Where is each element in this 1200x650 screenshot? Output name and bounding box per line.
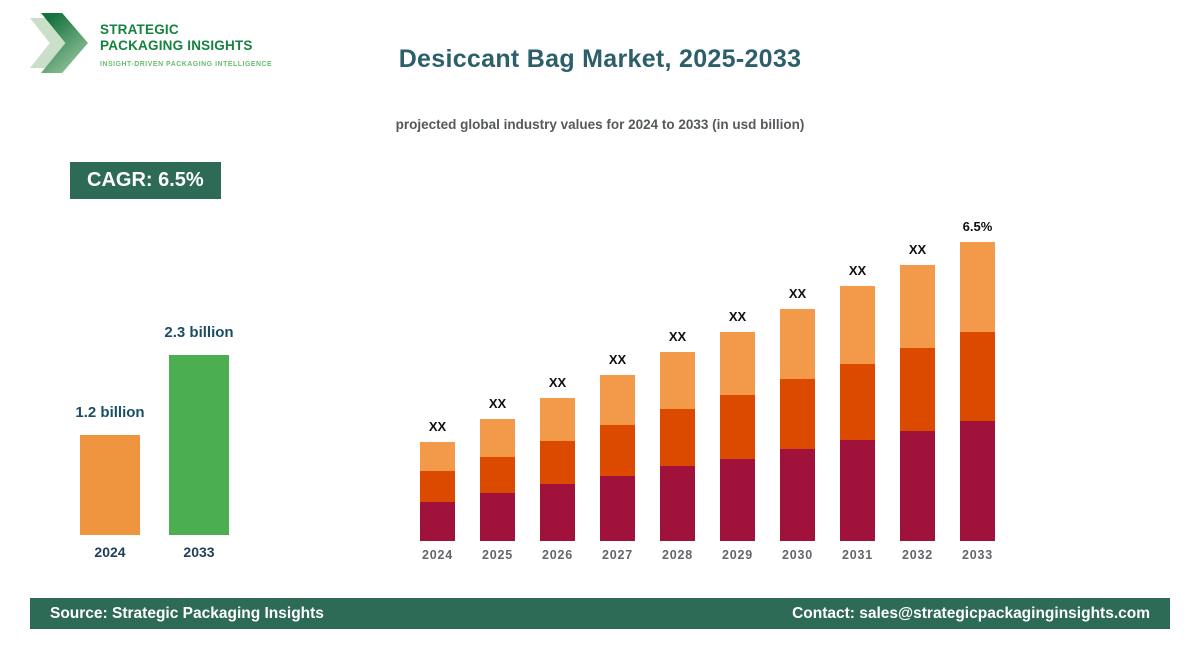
segment-top-2026 xyxy=(540,398,575,441)
segment-top-2029 xyxy=(720,332,755,395)
logo-line1: STRATEGIC xyxy=(100,22,179,37)
segment-bottom-2029 xyxy=(720,459,755,541)
segment-bottom-2030 xyxy=(780,449,815,541)
segment-bottom-2033 xyxy=(960,421,995,541)
summary-bar-group-2024: 1.2 billion 2024 xyxy=(75,404,144,560)
segment-bottom-2028 xyxy=(660,466,695,541)
segment-top-2024 xyxy=(420,442,455,471)
segment-middle-2029 xyxy=(720,395,755,459)
stacked-bar-2030 xyxy=(780,309,815,541)
segment-bottom-2024 xyxy=(420,502,455,541)
segment-middle-2024 xyxy=(420,471,455,502)
summary-bar-2033 xyxy=(169,355,229,535)
stacked-bar-label-2024: XX xyxy=(428,419,447,434)
segment-top-2031 xyxy=(840,286,875,364)
stacked-bar-2029 xyxy=(720,332,755,541)
stacked-year-label-2031: 2031 xyxy=(841,548,873,562)
stacked-bar-label-2032: XX xyxy=(908,242,927,257)
stacked-year-label-2033: 2033 xyxy=(961,548,993,562)
stacked-bar-label-2033: 6.5% xyxy=(962,219,993,234)
segment-bottom-2027 xyxy=(600,476,635,541)
segment-middle-2026 xyxy=(540,441,575,484)
stacked-bar-label-2028: XX xyxy=(668,329,687,344)
stacked-year-label-2030: 2030 xyxy=(781,548,813,562)
stacked-bar-label-2031: XX xyxy=(848,263,867,278)
segment-bottom-2031 xyxy=(840,440,875,541)
stacked-bar-label-2026: XX xyxy=(548,375,567,390)
page-subtitle: projected global industry values for 202… xyxy=(395,117,805,132)
footer-bar: Source: Strategic Packaging Insights Con… xyxy=(30,598,1170,629)
segment-bottom-2032 xyxy=(900,431,935,541)
segment-top-2032 xyxy=(900,265,935,348)
stacked-bar-2032 xyxy=(900,265,935,541)
segment-middle-2028 xyxy=(660,409,695,466)
stacked-bar-2033 xyxy=(960,242,995,541)
stacked-bar-label-2025: XX xyxy=(488,396,507,411)
stacked-bar-label-2029: XX xyxy=(728,309,747,324)
segment-bottom-2025 xyxy=(480,493,515,541)
summary-bar-value-2024: 1.2 billion xyxy=(75,404,145,421)
segment-middle-2030 xyxy=(780,379,815,449)
contact-text: Contact: sales@strategicpackaginginsight… xyxy=(792,604,1150,622)
source-text: Source: Strategic Packaging Insights xyxy=(50,604,324,622)
stacked-year-label-2032: 2032 xyxy=(901,548,933,562)
stacked-bar-2025 xyxy=(480,419,515,541)
stacked-bar-2031 xyxy=(840,286,875,541)
segment-middle-2033 xyxy=(960,332,995,421)
segment-top-2028 xyxy=(660,352,695,409)
cagr-badge: CAGR: 6.5% xyxy=(70,162,221,199)
stacked-year-label-2028: 2028 xyxy=(661,548,693,562)
logo-line2: PACKAGING INSIGHTS xyxy=(100,37,253,53)
stacked-bar-2024 xyxy=(420,442,455,541)
stacked-bar-chart: XX 2024 XX 2025 XX 2026 XX 2027 XX 2028 XX 2029 XX 20… xyxy=(420,203,1000,562)
summary-year-label-2033: 2033 xyxy=(183,544,215,560)
summary-bar-2024 xyxy=(80,435,140,535)
stacked-bar-label-2027: XX xyxy=(608,352,627,367)
logo-tagline: INSIGHT-DRIVEN PACKAGING INTELLIGENCE xyxy=(100,60,273,68)
stacked-bar-2026 xyxy=(540,398,575,541)
segment-middle-2032 xyxy=(900,348,935,431)
page-title: Desiccant Bag Market, 2025-2033 xyxy=(398,45,802,73)
segment-top-2027 xyxy=(600,375,635,425)
stacked-bar-2028 xyxy=(660,352,695,541)
stacked-year-label-2026: 2026 xyxy=(541,548,573,562)
segment-top-2025 xyxy=(480,419,515,457)
stacked-bar-label-2030: XX xyxy=(788,286,807,301)
double-chevron-right-icon xyxy=(30,13,88,73)
summary-bar-value-2033: 2.3 billion xyxy=(164,324,234,341)
stacked-year-label-2025: 2025 xyxy=(481,548,513,562)
segment-bottom-2026 xyxy=(540,484,575,541)
summary-bar-chart: 1.2 billion 2024 2.3 billion 2033 xyxy=(75,324,233,560)
stacked-bar-2027 xyxy=(600,375,635,541)
segment-middle-2031 xyxy=(840,364,875,440)
summary-year-label-2024: 2024 xyxy=(94,544,126,560)
segment-top-2033 xyxy=(960,242,995,332)
segment-top-2030 xyxy=(780,309,815,379)
segment-middle-2027 xyxy=(600,425,635,476)
segment-middle-2025 xyxy=(480,457,515,493)
logo-text: STRATEGIC PACKAGING INSIGHTS INSIGHT-DRI… xyxy=(100,13,272,73)
stacked-year-label-2029: 2029 xyxy=(721,548,753,562)
stacked-year-label-2024: 2024 xyxy=(421,548,453,562)
logo: STRATEGIC PACKAGING INSIGHTS INSIGHT-DRI… xyxy=(30,13,272,73)
stacked-year-label-2027: 2027 xyxy=(601,548,633,562)
summary-bar-group-2033: 2.3 billion 2033 xyxy=(164,324,233,560)
